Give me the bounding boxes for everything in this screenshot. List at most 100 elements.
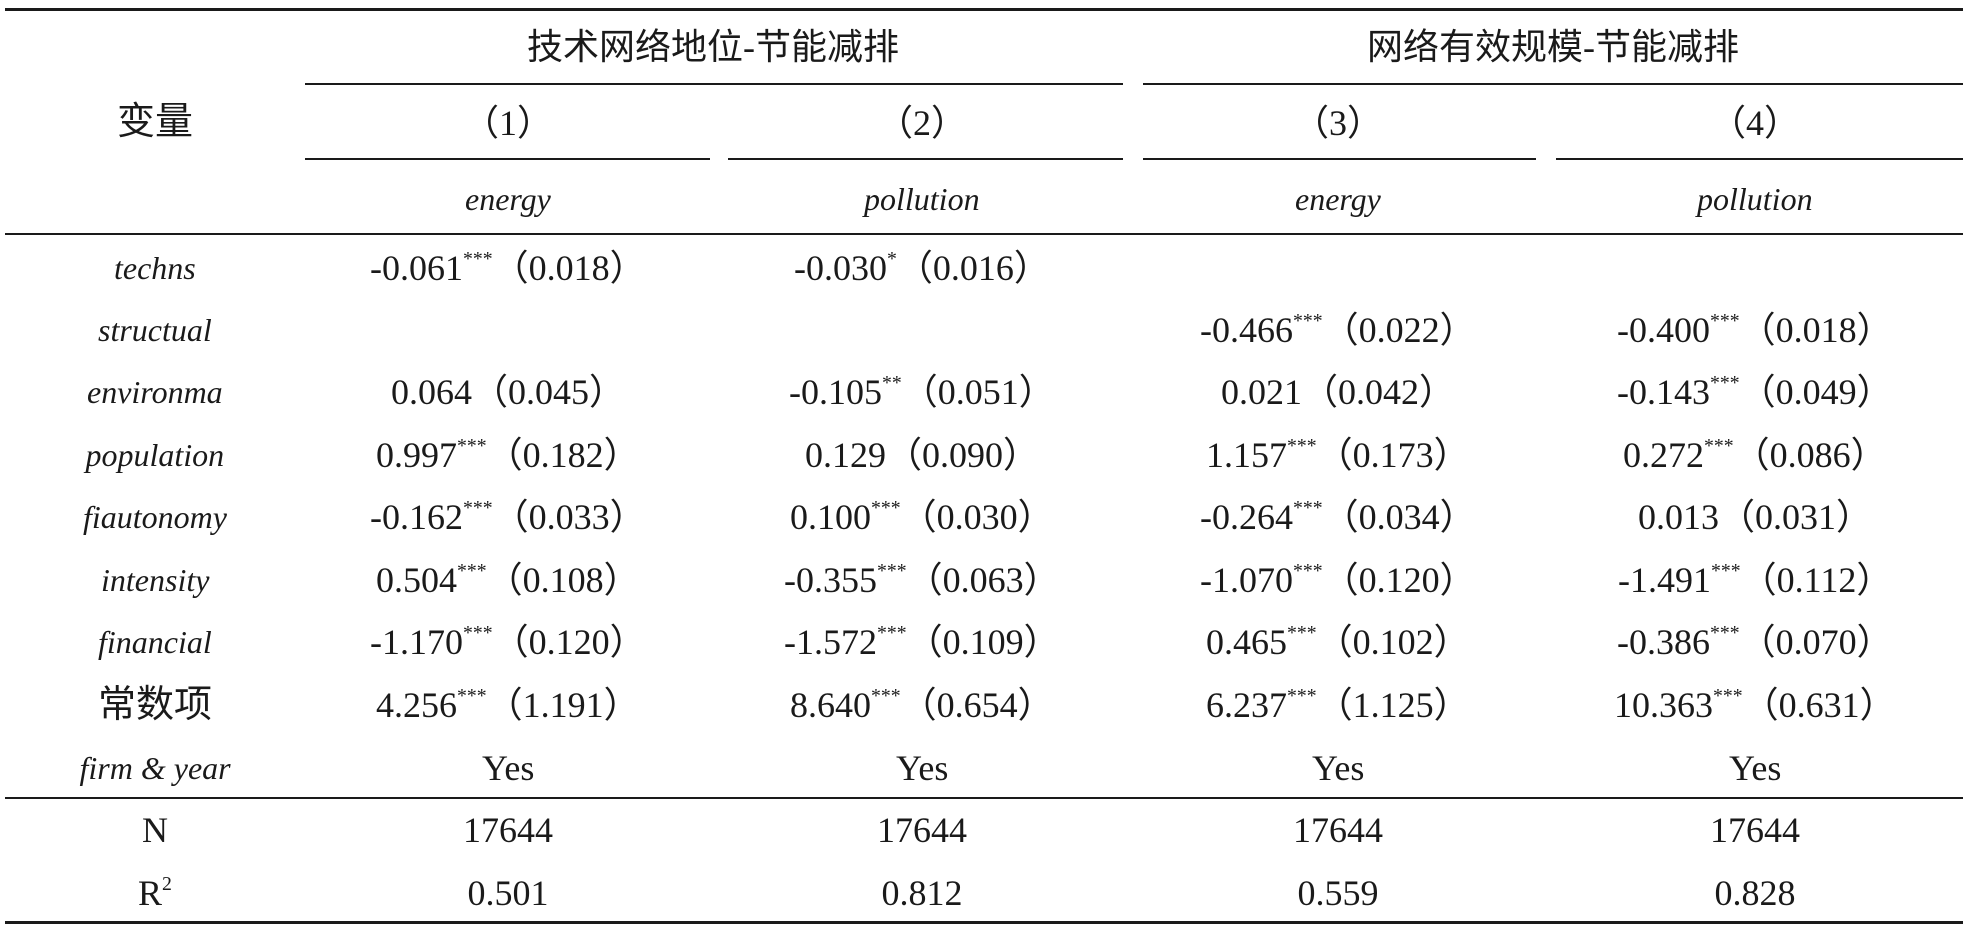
coefficient-value: Yes bbox=[1312, 748, 1365, 788]
coefficient-cell: -1.170***（0.120） bbox=[370, 622, 646, 662]
model4-underline bbox=[1556, 158, 1963, 160]
coefficient-value: -1.170 bbox=[370, 622, 463, 662]
standard-error: （0.022） bbox=[1322, 310, 1476, 350]
significance-stars: * bbox=[887, 248, 897, 271]
dependent-variable: pollution bbox=[1697, 181, 1813, 217]
significance-stars: *** bbox=[457, 685, 487, 708]
significance-stars: *** bbox=[463, 497, 493, 520]
significance-stars: *** bbox=[463, 622, 493, 645]
coefficient-cell: Yes bbox=[896, 750, 948, 786]
significance-stars: *** bbox=[457, 435, 487, 458]
coefficient-value: 4.256 bbox=[376, 685, 457, 725]
coefficient-value: -0.264 bbox=[1200, 497, 1293, 537]
coefficient-cell: 10.363***（0.631） bbox=[1614, 685, 1896, 725]
row-label: 常数项 bbox=[98, 684, 213, 726]
coefficient-value: 6.237 bbox=[1206, 685, 1287, 725]
standard-error: （0.070） bbox=[1739, 622, 1893, 662]
coefficient-value: 0.013 bbox=[1638, 497, 1719, 537]
coefficient-value: 0.100 bbox=[790, 497, 871, 537]
standard-error: （0.049） bbox=[1739, 372, 1893, 412]
coefficient-cell: -0.162***（0.033） bbox=[370, 497, 646, 535]
coefficient-cell: 8.640***（0.654） bbox=[790, 685, 1054, 725]
coefficient-value: 0.021 bbox=[1221, 372, 1302, 412]
coefficient-cell: 0.064（0.045） bbox=[391, 374, 625, 410]
standard-error: （1.125） bbox=[1316, 685, 1470, 725]
row-label: firm & year bbox=[79, 750, 231, 786]
coefficient-cell: 0.465***（0.102） bbox=[1206, 622, 1470, 662]
model-number: （3） bbox=[1293, 103, 1384, 143]
significance-stars: *** bbox=[877, 560, 907, 583]
coefficient-cell: -0.105**（0.051） bbox=[789, 372, 1055, 412]
coefficient-value: -0.355 bbox=[784, 560, 877, 600]
standard-error: （0.016） bbox=[896, 248, 1050, 288]
significance-stars: *** bbox=[1704, 435, 1734, 458]
coefficient-cell: 0.504***（0.108） bbox=[376, 560, 640, 600]
coefficient-value: -1.070 bbox=[1200, 560, 1293, 600]
coefficient-value: -0.061 bbox=[370, 248, 463, 288]
coefficient-cell: Yes bbox=[1312, 750, 1364, 786]
stub-header: 变量 bbox=[117, 101, 194, 143]
coefficient-value: Yes bbox=[896, 748, 949, 788]
coefficient-value: -1.491 bbox=[1618, 560, 1711, 600]
standard-error: （0.034） bbox=[1322, 497, 1476, 537]
significance-stars: *** bbox=[1293, 497, 1323, 520]
standard-error: （0.030） bbox=[900, 497, 1054, 537]
model3-underline bbox=[1143, 158, 1536, 160]
row-label: environma bbox=[87, 374, 223, 410]
significance-stars: *** bbox=[1293, 310, 1323, 333]
coefficient-value: -0.400 bbox=[1617, 310, 1710, 350]
coefficient-cell: Yes bbox=[1729, 750, 1781, 786]
coefficient-value: -0.030 bbox=[794, 248, 887, 288]
group1-underline bbox=[305, 83, 1123, 85]
row-label: techns bbox=[114, 250, 196, 286]
coefficient-value: 10.363 bbox=[1614, 685, 1713, 725]
model-number: （1） bbox=[463, 103, 554, 143]
model1-underline bbox=[305, 158, 710, 160]
coefficient-value: 0.465 bbox=[1206, 622, 1287, 662]
top-rule bbox=[5, 8, 1963, 11]
coefficient-value: -0.466 bbox=[1200, 310, 1293, 350]
coefficient-cell: -0.061***（0.018） bbox=[370, 248, 646, 288]
model-number: （2） bbox=[877, 103, 968, 143]
significance-stars: *** bbox=[1710, 372, 1740, 395]
coefficient-cell: -0.264***（0.034） bbox=[1200, 497, 1476, 537]
significance-stars: *** bbox=[463, 248, 493, 271]
row-label: structual bbox=[98, 312, 212, 348]
coefficient-cell: 0.997***（0.182） bbox=[376, 435, 640, 475]
coefficient-value: 0.504 bbox=[376, 560, 457, 600]
coefficient-cell: -0.030*（0.016） bbox=[794, 248, 1050, 288]
standard-error: （0.051） bbox=[901, 372, 1055, 412]
standard-error: （0.090） bbox=[886, 435, 1040, 475]
dependent-variable: energy bbox=[465, 181, 551, 217]
standard-error: （0.031） bbox=[1719, 497, 1873, 537]
standard-error: （0.045） bbox=[472, 372, 626, 412]
row-label: fiautonomy bbox=[83, 499, 227, 535]
significance-stars: *** bbox=[457, 560, 487, 583]
standard-error: （0.108） bbox=[486, 560, 640, 600]
group-header: 技术网络地位-节能减排 bbox=[527, 27, 899, 67]
stat-value: 17644 bbox=[1293, 810, 1383, 850]
row-label: financial bbox=[98, 624, 212, 660]
standard-error: （0.182） bbox=[486, 435, 640, 475]
stat-value: 0.559 bbox=[1297, 873, 1379, 913]
model-number: （4） bbox=[1710, 103, 1801, 143]
coefficient-cell: 0.013（0.031） bbox=[1638, 499, 1872, 535]
coefficient-value: 8.640 bbox=[790, 685, 871, 725]
standard-error: （0.631） bbox=[1742, 685, 1896, 725]
standard-error: （0.086） bbox=[1733, 435, 1887, 475]
standard-error: （0.018） bbox=[492, 248, 646, 288]
standard-error: （0.109） bbox=[906, 622, 1060, 662]
standard-error: （0.018） bbox=[1739, 310, 1893, 350]
stat-value: 0.501 bbox=[467, 873, 549, 913]
coefficient-cell: -0.466***（0.022） bbox=[1200, 310, 1476, 350]
coefficient-cell: 0.100***（0.030） bbox=[790, 497, 1054, 537]
significance-stars: *** bbox=[1287, 685, 1317, 708]
coefficient-value: -0.143 bbox=[1617, 372, 1710, 412]
dependent-variable: energy bbox=[1295, 181, 1381, 217]
row-label: intensity bbox=[101, 562, 210, 598]
coefficient-cell: 0.272***（0.086） bbox=[1623, 435, 1887, 475]
coefficient-cell: -1.070***（0.120） bbox=[1200, 560, 1476, 600]
coefficient-value: -0.105 bbox=[789, 372, 882, 412]
significance-stars: *** bbox=[1710, 310, 1740, 333]
coefficient-value: Yes bbox=[482, 748, 535, 788]
